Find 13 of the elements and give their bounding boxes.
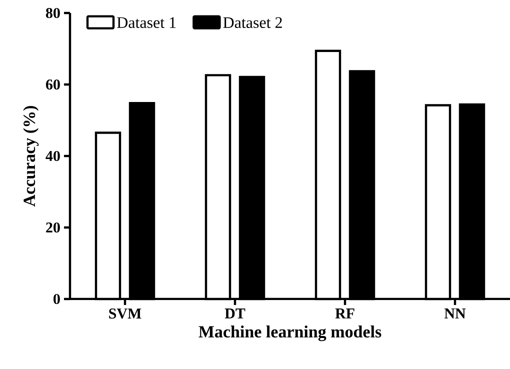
- x-tick-label: SVM: [109, 308, 142, 319]
- y-tick-label: 60: [46, 79, 60, 90]
- legend-label: Dataset 2: [223, 17, 282, 28]
- x-axis-title: Machine learning models: [198, 326, 382, 342]
- y-tick-label: 40: [46, 150, 60, 162]
- y-tick-label: 0: [54, 294, 60, 304]
- x-tick-label: NN: [444, 308, 466, 318]
- y-tick-label: 20: [46, 222, 60, 233]
- x-tick-label: DT: [224, 308, 246, 318]
- legend-label: Dataset 1: [117, 17, 176, 28]
- x-tick-label: RF: [335, 308, 354, 318]
- y-axis-title: Accuracy (%): [23, 106, 39, 207]
- y-tick-label: 80: [46, 8, 60, 18]
